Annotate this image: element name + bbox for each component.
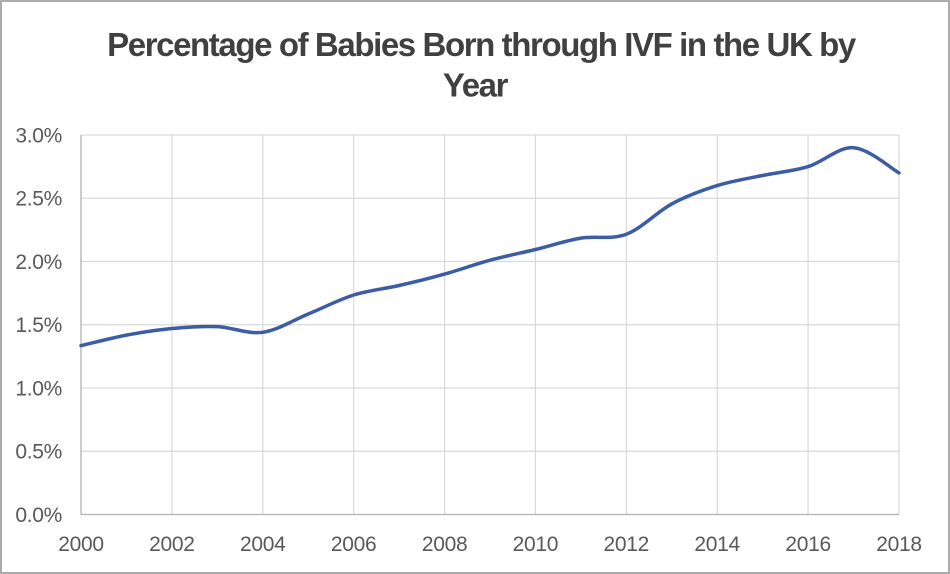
svg-text:2008: 2008 bbox=[422, 533, 468, 556]
svg-text:1.5%: 1.5% bbox=[15, 314, 62, 337]
svg-text:2014: 2014 bbox=[694, 533, 740, 556]
svg-text:2002: 2002 bbox=[149, 533, 195, 556]
svg-text:2.0%: 2.0% bbox=[15, 251, 62, 274]
svg-text:2010: 2010 bbox=[513, 533, 559, 556]
svg-text:Year: Year bbox=[443, 67, 509, 104]
svg-text:2006: 2006 bbox=[331, 533, 377, 556]
svg-text:2018: 2018 bbox=[876, 533, 922, 556]
svg-text:Percentage of Babies Born thro: Percentage of Babies Born through IVF in… bbox=[107, 26, 857, 63]
svg-text:2000: 2000 bbox=[58, 533, 104, 556]
svg-text:1.0%: 1.0% bbox=[15, 377, 62, 400]
svg-text:0.0%: 0.0% bbox=[15, 504, 62, 527]
svg-text:2004: 2004 bbox=[240, 533, 286, 556]
svg-text:2016: 2016 bbox=[785, 533, 831, 556]
svg-text:2.5%: 2.5% bbox=[15, 188, 62, 211]
svg-text:2012: 2012 bbox=[604, 533, 650, 556]
svg-text:3.0%: 3.0% bbox=[15, 124, 62, 147]
svg-text:0.5%: 0.5% bbox=[15, 441, 62, 464]
